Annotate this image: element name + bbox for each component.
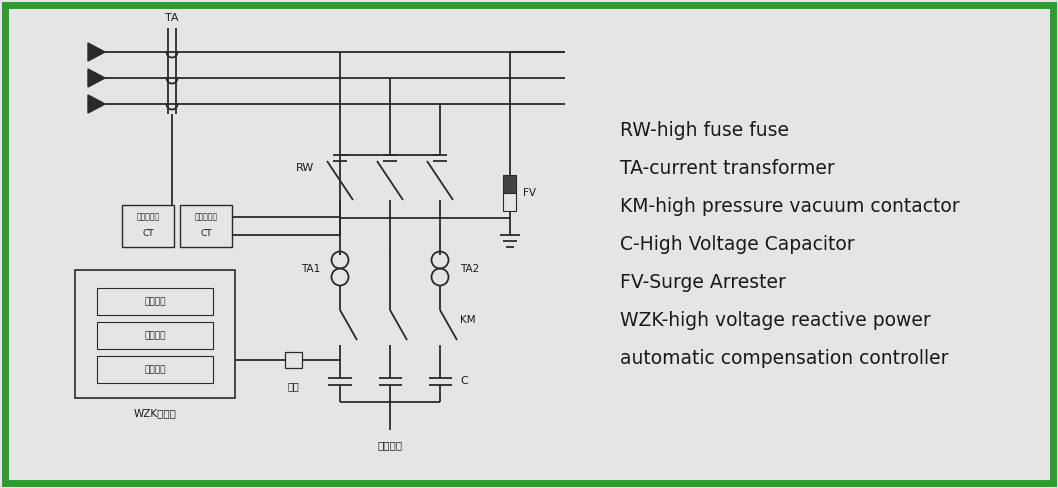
Text: C-High Voltage Capacitor: C-High Voltage Capacitor — [620, 235, 855, 253]
Bar — [97, 288, 213, 315]
Polygon shape — [88, 69, 105, 87]
Polygon shape — [88, 95, 105, 113]
Text: CT: CT — [200, 228, 212, 238]
Text: KM-high pressure vacuum contactor: KM-high pressure vacuum contactor — [620, 197, 960, 216]
Text: 电流互感器: 电流互感器 — [195, 212, 218, 222]
Text: CT: CT — [142, 228, 153, 238]
Text: RW-high fuse fuse: RW-high fuse fuse — [620, 121, 789, 140]
Text: TA: TA — [165, 13, 179, 23]
Text: 控制输出: 控制输出 — [144, 365, 166, 374]
Bar — [75, 270, 235, 398]
Text: 电流互感器: 电流互感器 — [136, 212, 160, 222]
Text: WZK-high voltage reactive power: WZK-high voltage reactive power — [620, 310, 931, 329]
Text: TA-current transformer: TA-current transformer — [620, 159, 835, 178]
Bar — [97, 322, 213, 349]
Bar — [97, 356, 213, 383]
Text: KM: KM — [460, 315, 476, 325]
Text: RW: RW — [296, 163, 314, 173]
Text: 自动补偿: 自动补偿 — [378, 440, 402, 450]
Text: TA2: TA2 — [460, 264, 479, 273]
Text: 模拟输入: 模拟输入 — [144, 297, 166, 306]
Bar — [285, 351, 302, 367]
Bar — [122, 205, 174, 247]
Bar — [180, 205, 232, 247]
Text: WZK控制器: WZK控制器 — [133, 408, 177, 418]
Text: FV: FV — [523, 188, 536, 198]
Bar — [504, 193, 516, 211]
Text: TA1: TA1 — [300, 264, 320, 273]
Text: automatic compensation controller: automatic compensation controller — [620, 348, 949, 367]
Bar — [504, 175, 516, 193]
Text: 微机处理: 微机处理 — [144, 331, 166, 340]
Text: 真空: 真空 — [288, 382, 299, 391]
Polygon shape — [88, 43, 105, 61]
Text: C: C — [460, 377, 468, 386]
Text: FV-Surge Arrester: FV-Surge Arrester — [620, 272, 786, 291]
